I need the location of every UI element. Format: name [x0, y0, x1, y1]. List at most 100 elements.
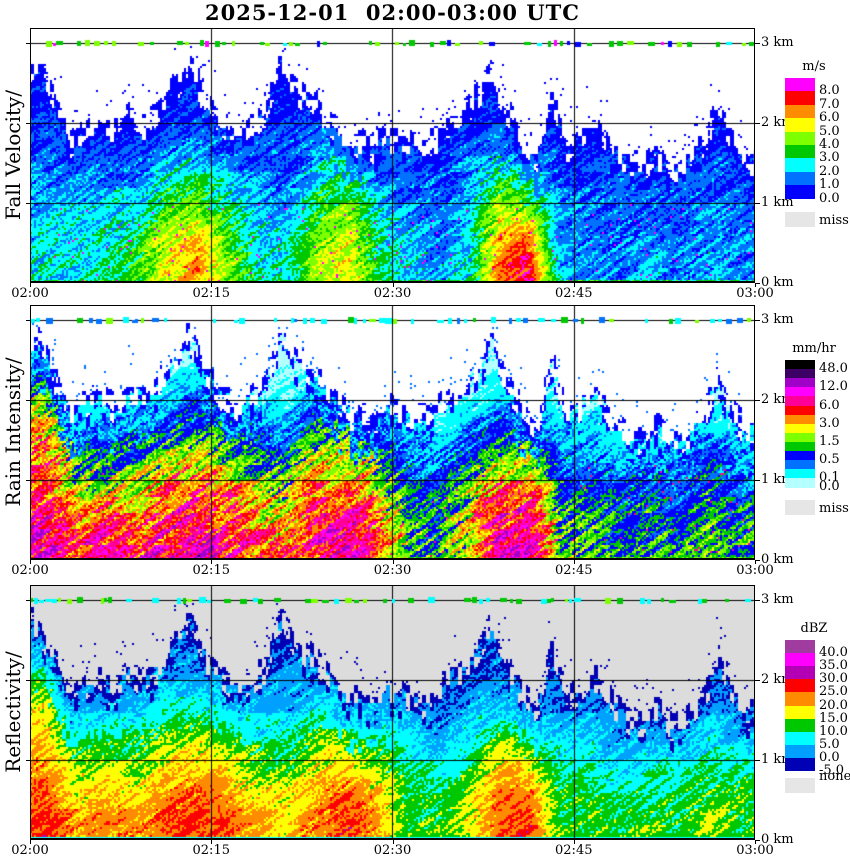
- y-tick-mark-left: [26, 600, 30, 601]
- x-tick-label: 02:45: [555, 286, 593, 301]
- colorbar-title-mmhr: mm/hr: [792, 341, 836, 356]
- colorbar-swatch: [785, 360, 815, 370]
- colorbar-swatch: [785, 744, 815, 759]
- colorbar-swatch: [785, 757, 815, 772]
- x-tick-mark: [755, 560, 756, 564]
- colorbar-swatch: [785, 653, 815, 667]
- panel-ylabel-fall-velocity: Fall Velocity/: [1, 89, 25, 221]
- colorbar-tick-label: 6.0: [819, 110, 840, 126]
- x-tick-mark: [755, 283, 756, 287]
- y-tick-mark-right: [755, 400, 760, 401]
- x-tick-label: 02:45: [555, 843, 593, 858]
- colorbar-swatch: [785, 666, 815, 680]
- colorbar-swatch: [785, 705, 815, 720]
- heatmap-fall-velocity: [30, 28, 755, 283]
- colorbar-tick-label: 5.0: [819, 736, 840, 752]
- y-tick-mark-left: [26, 43, 30, 44]
- panel-ylabel-reflectivity: Reflectivity/: [1, 651, 25, 773]
- x-tick-mark: [30, 840, 31, 844]
- colorbar-swatch: [785, 718, 815, 733]
- y-tick-mark-left: [26, 760, 30, 761]
- colorbar-tick-label: 5.0: [819, 123, 840, 139]
- colorbar-swatch: [785, 145, 815, 159]
- y-tick-mark-right: [755, 283, 760, 284]
- y-tick-mark-right: [755, 480, 760, 481]
- y-km-label: 3 km: [761, 312, 794, 327]
- colorbar-tick-label: -5.0: [819, 763, 845, 778]
- y-km-label: 3 km: [761, 592, 794, 607]
- y-tick-mark-left: [26, 320, 30, 321]
- colorbar-tick-label: 8.0: [819, 83, 840, 99]
- y-tick-mark-left: [26, 123, 30, 124]
- y-tick-mark-left: [26, 400, 30, 401]
- colorbar-swatch: [785, 414, 815, 425]
- y-tick-mark-right: [755, 760, 760, 761]
- y-km-label: 0 km: [761, 275, 794, 290]
- colorbar-swatch: [785, 171, 815, 186]
- y-tick-mark-left: [26, 480, 30, 481]
- y-km-label: 1 km: [761, 195, 794, 210]
- x-tick-label: 02:15: [192, 843, 230, 858]
- colorbar-swatch: [785, 185, 815, 200]
- y-tick-mark-right: [755, 43, 760, 44]
- colorbar-tick-label: 0.5: [819, 452, 840, 468]
- x-tick-mark: [211, 283, 213, 287]
- x-tick-label: 02:30: [373, 843, 412, 858]
- colorbar-swatch: [785, 396, 815, 406]
- x-tick-mark: [573, 560, 575, 564]
- colorbar-tick-label: 1.5: [819, 433, 840, 449]
- colorbar-swatch: [785, 91, 815, 106]
- x-tick-mark: [211, 840, 213, 844]
- x-tick-mark: [30, 560, 31, 564]
- colorbar-tick-label: 25.0: [819, 684, 848, 700]
- colorbar-miss-swatch: [785, 212, 815, 227]
- colorbar-tick-label: 1.0: [819, 177, 840, 193]
- colorbar-tick-label: 2.0: [819, 163, 840, 179]
- colorbar-swatch: [785, 158, 815, 173]
- colorbar-swatch: [785, 451, 815, 461]
- y-km-label: 3 km: [761, 35, 794, 50]
- y-tick-mark-left: [26, 203, 30, 204]
- heatmap-reflectivity: [30, 585, 755, 840]
- y-tick-mark-right: [755, 320, 760, 321]
- colorbar-swatch: [785, 441, 815, 452]
- x-tick-mark: [392, 283, 394, 287]
- x-tick-mark: [392, 560, 394, 564]
- colorbar-tick-label: 20.0: [819, 697, 848, 713]
- colorbar-tick-label: 0.0: [819, 479, 840, 495]
- x-tick-label: 02:45: [555, 563, 593, 578]
- x-tick-label: 02:15: [192, 286, 230, 301]
- colorbar-swatch: [785, 104, 815, 119]
- figure-title: 2025-12-01 02:00-03:00 UTC: [204, 0, 581, 25]
- colorbar-miss-label: none: [819, 769, 850, 784]
- colorbar-miss-swatch: [785, 778, 815, 793]
- x-tick-mark: [392, 840, 394, 844]
- colorbar-tick-label: 6.0: [819, 397, 840, 413]
- heatmap-rain-intensity: [30, 305, 755, 560]
- x-tick-label: 02:30: [373, 563, 412, 578]
- x-tick-mark: [573, 840, 575, 844]
- x-tick-label: 03:00: [736, 843, 774, 858]
- x-tick-mark: [573, 283, 575, 287]
- x-tick-mark: [755, 840, 756, 844]
- colorbar-swatch: [785, 460, 815, 470]
- colorbar-tick-label: 12.0: [819, 379, 848, 395]
- colorbar-swatch: [785, 378, 815, 388]
- x-tick-label: 02:00: [11, 563, 49, 578]
- colorbar-swatch: [785, 432, 815, 443]
- colorbar-swatch: [785, 423, 815, 434]
- colorbar-miss-label: miss: [819, 501, 849, 516]
- colorbar-swatch: [785, 692, 815, 706]
- y-tick-mark-left: [26, 680, 30, 681]
- colorbar-tick-label: 4.0: [819, 137, 840, 152]
- colorbar-swatch: [785, 640, 815, 654]
- colorbar-tick-label: 3.0: [819, 150, 840, 166]
- y-km-label: 0 km: [761, 552, 794, 567]
- colorbar-tick-label: 3.0: [819, 415, 840, 431]
- x-tick-mark: [211, 560, 213, 564]
- x-tick-mark: [30, 283, 31, 287]
- colorbar-tick-label: 40.0: [819, 645, 848, 661]
- colorbar-swatch: [785, 478, 815, 488]
- colorbar-tick-label: 35.0: [819, 658, 848, 674]
